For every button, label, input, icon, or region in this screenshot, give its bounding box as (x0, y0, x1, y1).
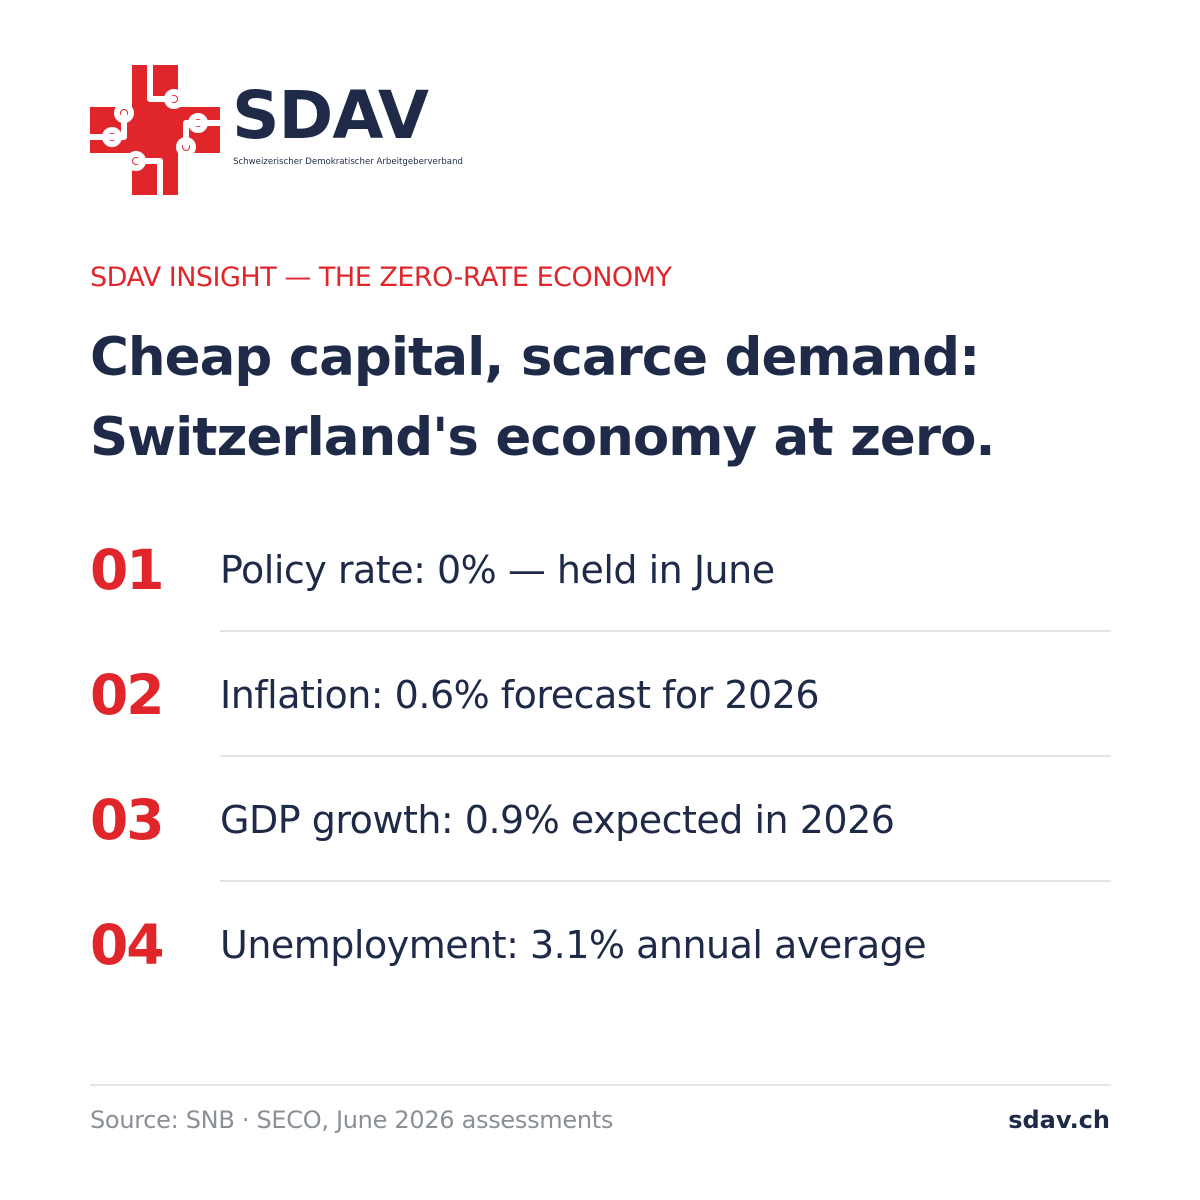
brand-name: SDAV (232, 77, 429, 154)
source-note: Source: SNB · SECO, June 2026 assessment… (90, 1106, 614, 1134)
stat-number: 03 (90, 788, 165, 852)
stat-list: 01 Policy rate: 0% — held in June 02 Inf… (90, 510, 1111, 1010)
headline: Cheap capital, scarce demand: Switzerlan… (90, 318, 996, 478)
stat-item: 02 Inflation: 0.6% forecast for 2026 (90, 635, 1111, 760)
stat-text: GDP growth: 0.9% expected in 2026 (220, 798, 895, 842)
stat-text: Unemployment: 3.1% annual average (220, 923, 927, 967)
footer-divider (90, 1084, 1111, 1086)
brand-logo: SDAV Schweizerischer Demokratischer Arbe… (90, 65, 463, 195)
website-link[interactable]: sdav.ch (1008, 1106, 1110, 1134)
headline-line-1: Cheap capital, scarce demand: (90, 327, 980, 388)
stat-number: 04 (90, 913, 165, 977)
stat-item: 04 Unemployment: 3.1% annual average (90, 885, 1111, 1010)
stat-number: 02 (90, 663, 165, 727)
stat-number: 01 (90, 538, 165, 602)
stat-text: Policy rate: 0% — held in June (220, 548, 775, 592)
stat-text: Inflation: 0.6% forecast for 2026 (220, 673, 820, 717)
stat-item: 01 Policy rate: 0% — held in June (90, 510, 1111, 635)
stat-divider (220, 755, 1111, 757)
stat-divider (220, 630, 1111, 632)
headline-line-2: Switzerland's economy at zero. (90, 407, 996, 468)
brand-subtitle: Schweizerischer Demokratischer Arbeitgeb… (233, 157, 463, 167)
stat-divider (220, 880, 1111, 882)
swiss-cross-circuit-icon (90, 65, 220, 195)
stat-item: 03 GDP growth: 0.9% expected in 2026 (90, 760, 1111, 885)
kicker-label: SDAV INSIGHT — THE ZERO-RATE ECONOMY (90, 262, 672, 293)
